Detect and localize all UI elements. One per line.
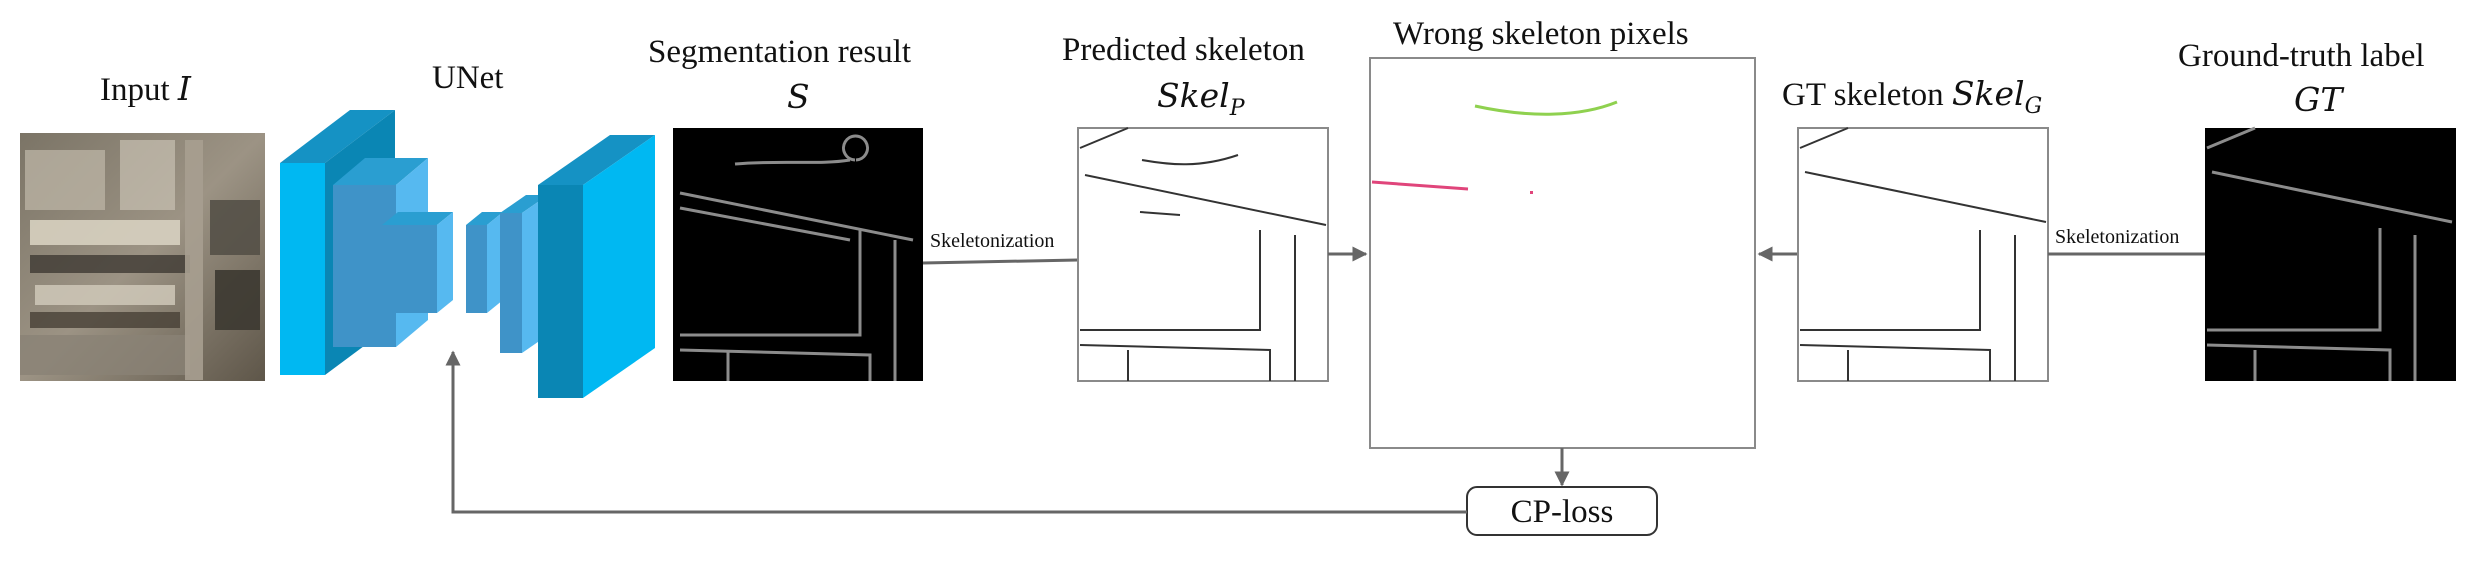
ground-truth-title: Ground-truth label (2178, 38, 2425, 74)
unet-title: UNet (432, 60, 503, 96)
input-group: Input I (20, 69, 265, 381)
wrong-pixels-panel (1369, 57, 1756, 449)
segmentation-image (673, 128, 923, 381)
false-negative-dot (1530, 191, 1533, 194)
ground-truth-image (2205, 126, 2456, 381)
predicted-skeleton-group: Predicted skeleton SkelP (1062, 32, 1329, 382)
ground-truth-group: Ground-truth label GT (2178, 38, 2456, 381)
gt-skeleton-group: GT skeleton SkelG (1782, 74, 2049, 382)
false-negative-segment (1371, 180, 1469, 191)
segmentation-symbol: S (787, 77, 810, 116)
gt-skeleton-image (1797, 127, 2049, 382)
wrong-pixels-group: Wrong skeleton pixels (1369, 16, 1756, 449)
gt-skeleton-title: GT skeleton SkelG (1782, 74, 2042, 119)
false-positive-segment (1474, 100, 1618, 116)
skeletonization-left-connector: Skeletonization (922, 230, 1079, 265)
ground-truth-symbol: GT (2294, 80, 2345, 119)
skeletonization-right-connector: Skeletonization (2048, 226, 2205, 256)
skeletonization-left-label: Skeletonization (930, 230, 1054, 252)
cp-loss-label: CP-loss (1511, 494, 1614, 530)
unet-group: UNet (280, 60, 655, 398)
input-aerial-image (20, 133, 265, 381)
predicted-skeleton-title: Predicted skeleton (1062, 32, 1305, 68)
predicted-skeleton-image (1077, 127, 1329, 382)
skeletonization-right-label: Skeletonization (2055, 226, 2179, 248)
cp-loss-feedback: CP-loss (445, 350, 1658, 536)
segmentation-title: Segmentation result (648, 34, 911, 70)
predicted-skeleton-symbol: SkelP (1157, 76, 1246, 121)
wrong-pixels-title: Wrong skeleton pixels (1393, 16, 1689, 52)
segmentation-group: Segmentation result S (648, 34, 923, 381)
unet-block-icon (280, 110, 655, 398)
input-title: Input I (100, 69, 192, 108)
